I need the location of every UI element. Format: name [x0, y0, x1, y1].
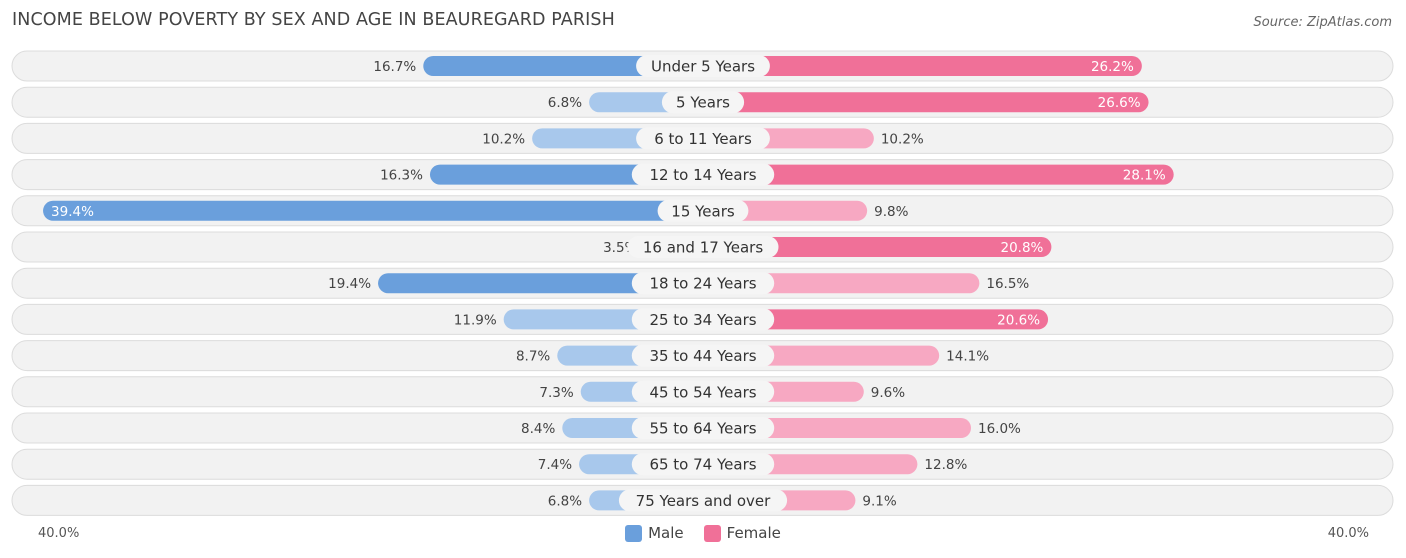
- female-value-label: 12.8%: [924, 457, 967, 473]
- male-bar[interactable]: [378, 273, 703, 294]
- category-pill: [618, 489, 788, 512]
- category-label: 5 Years: [676, 94, 730, 112]
- female-bar[interactable]: [703, 92, 1149, 113]
- row-group: 16.3% 28.1% 12 to 14 Years: [11, 159, 1394, 191]
- category-label: Under 5 Years: [651, 58, 755, 76]
- male-value-label: 16.7%: [373, 59, 416, 75]
- female-value-label: 20.6%: [997, 312, 1040, 328]
- row-group: 8.7% 14.1% 35 to 44 Years: [11, 340, 1394, 372]
- chart-area: 16.7% 26.2% Under 5 Years 6.8% 26.6% 5 Years 1…: [11, 50, 1394, 516]
- row-group: 39.4% 9.8% 15 Years: [11, 195, 1394, 227]
- category-pill: [631, 308, 775, 331]
- legend-female[interactable]: Female: [703, 524, 781, 542]
- male-bar[interactable]: [423, 56, 703, 76]
- source-credit: Source: ZipAtlas.com: [1253, 15, 1392, 30]
- row-group: 19.4% 16.5% 18 to 24 Years: [11, 267, 1394, 299]
- female-value-label: 16.5%: [986, 276, 1029, 292]
- female-value-label: 20.8%: [1001, 240, 1044, 256]
- male-bar[interactable]: [43, 200, 704, 221]
- female-value-label: 16.0%: [978, 421, 1021, 437]
- male-value-label: 11.9%: [454, 312, 497, 328]
- category-pill: [636, 127, 770, 150]
- category-pill: [631, 163, 775, 186]
- category-label: 55 to 64 Years: [649, 420, 756, 438]
- category-label: 75 Years and over: [636, 492, 771, 510]
- female-value-label: 28.1%: [1123, 168, 1166, 184]
- category-label: 12 to 14 Years: [649, 166, 756, 184]
- female-value-label: 10.2%: [881, 131, 924, 147]
- row-group: 7.4% 12.8% 65 to 74 Years: [11, 448, 1394, 480]
- category-pill: [631, 380, 775, 403]
- chart-title: INCOME BELOW POVERTY BY SEX AND AGE IN B…: [12, 10, 615, 30]
- category-label: 6 to 11 Years: [654, 130, 752, 148]
- category-label: 16 and 17 Years: [643, 239, 763, 257]
- axis-right-label: 40.0%: [1327, 526, 1369, 541]
- category-pill: [627, 236, 779, 258]
- legend-male[interactable]: Male: [625, 524, 684, 542]
- legend-female-label: Female: [726, 524, 781, 542]
- male-value-label: 16.3%: [380, 168, 423, 184]
- female-bar[interactable]: [703, 164, 1174, 185]
- female-swatch: [703, 524, 721, 542]
- category-pill: [636, 55, 770, 77]
- row-group: 3.5% 20.8%16 and 17 Years: [11, 231, 1394, 263]
- female-bar[interactable]: [703, 309, 1049, 330]
- male-value-label: 6.8%: [548, 95, 582, 111]
- row-group: 6.8% 9.1% 75 Years and over: [11, 484, 1394, 516]
- female-value-label: 9.8%: [874, 204, 908, 220]
- category-pill: [661, 91, 745, 114]
- row-group: 6.8% 26.6% 5 Years: [11, 86, 1394, 118]
- row-group: 16.7% 26.2% Under 5 Years: [11, 50, 1394, 82]
- male-value-label: 10.2%: [482, 131, 525, 147]
- category-label: 65 to 74 Years: [649, 456, 756, 474]
- female-value-label: 26.6%: [1098, 95, 1141, 111]
- male-value-label: 7.4%: [538, 457, 572, 473]
- category-label: 25 to 34 Years: [649, 311, 756, 329]
- row-group: 8.4% 16.0% 55 to 64 Years: [11, 412, 1394, 444]
- male-value-label: 6.8%: [548, 493, 582, 509]
- male-value-label: 19.4%: [328, 276, 371, 292]
- category-pill: [631, 417, 775, 439]
- category-pill: [631, 344, 775, 367]
- category-label: 45 to 54 Years: [649, 383, 756, 401]
- female-value-label: 14.1%: [946, 349, 989, 365]
- female-bar[interactable]: [703, 237, 1052, 257]
- female-value-label: 9.1%: [862, 493, 896, 509]
- row-group: 10.2% 10.2% 6 to 11 Years: [11, 122, 1394, 154]
- female-value-label: 26.2%: [1091, 59, 1134, 75]
- male-swatch: [625, 524, 643, 542]
- female-value-label: 9.6%: [871, 385, 905, 401]
- legend-male-label: Male: [648, 524, 684, 542]
- legend: Male Female: [0, 524, 1406, 542]
- category-label: 15 Years: [671, 202, 735, 220]
- category-label: 18 to 24 Years: [649, 275, 756, 293]
- category-pill: [631, 272, 775, 295]
- category-label: 35 to 44 Years: [649, 347, 756, 365]
- row-group: 11.9% 20.6% 25 to 34 Years: [11, 303, 1394, 335]
- male-value-label: 39.4%: [51, 204, 94, 220]
- female-bar[interactable]: [703, 56, 1142, 76]
- category-pill: [631, 453, 775, 476]
- male-value-label: 7.3%: [539, 385, 573, 401]
- category-pill: [657, 199, 749, 222]
- axis-left-label: 40.0%: [38, 526, 80, 541]
- male-value-label: 8.7%: [516, 349, 550, 365]
- row-group: 7.3% 9.6% 45 to 54 Years: [11, 376, 1394, 408]
- male-value-label: 8.4%: [521, 421, 555, 437]
